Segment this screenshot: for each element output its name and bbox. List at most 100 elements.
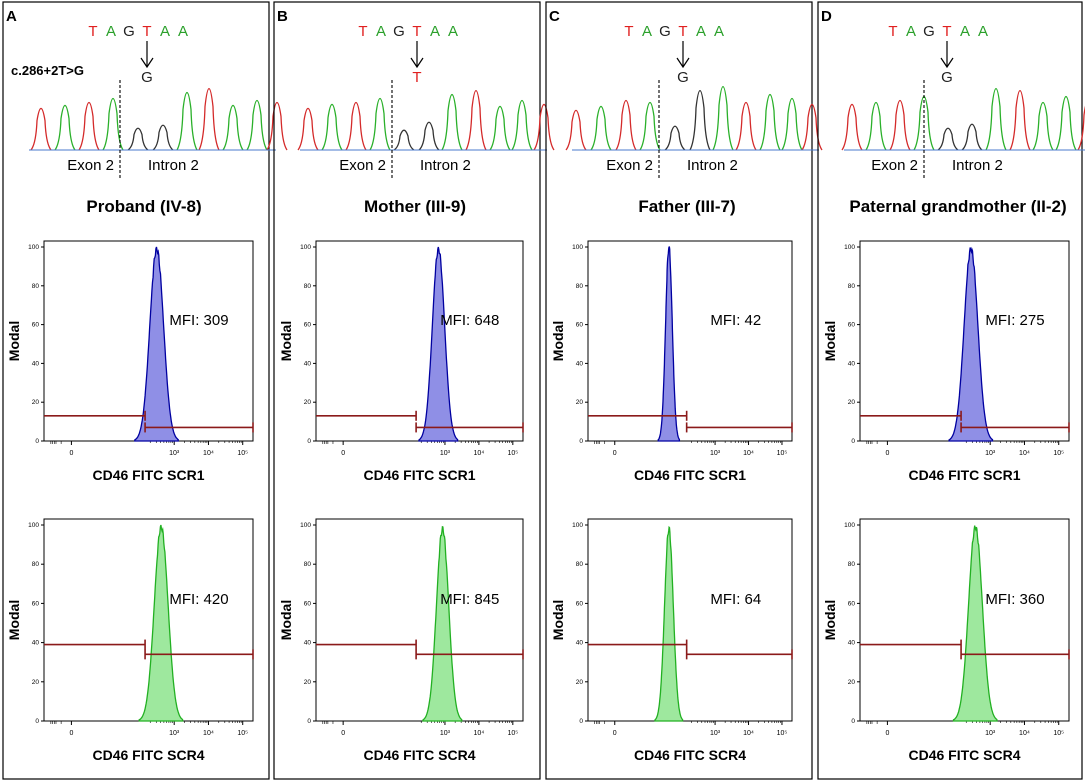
x-axis-label: CD46 FITC SCR4 — [634, 747, 746, 763]
x-tick-label: 10⁵ — [237, 450, 248, 457]
y-tick-label: 60 — [304, 600, 312, 607]
y-tick-label: 0 — [851, 718, 855, 725]
chromatogram-peak — [176, 91, 198, 151]
sequence-base: A — [448, 23, 458, 40]
y-tick-label: 0 — [35, 718, 39, 725]
sequence-base: T — [412, 23, 421, 40]
mfi-label: MFI: 309 — [169, 312, 228, 329]
x-tick-label: 10⁵ — [507, 450, 518, 457]
histogram-distribution — [134, 246, 179, 442]
y-tick-label: 80 — [32, 283, 40, 290]
y-axis-label: Modal — [278, 600, 294, 640]
y-tick-label: 40 — [576, 360, 584, 367]
panel-letter: C — [549, 8, 560, 25]
mutation-label: c.286+2T>G — [11, 63, 84, 78]
y-tick-label: 100 — [300, 244, 311, 251]
chromatogram-peak — [689, 89, 711, 151]
chromatogram-peak — [441, 93, 463, 151]
x-axis-label: CD46 FITC SCR4 — [908, 747, 1020, 763]
x-tick-label: 0 — [341, 730, 345, 737]
sequence-base: A — [978, 23, 988, 40]
mfi-label: MFI: 275 — [985, 312, 1044, 329]
histogram-distribution — [952, 525, 998, 722]
chromatogram-peak — [418, 121, 440, 151]
y-tick-label: 40 — [576, 640, 584, 647]
sequence-base: A — [714, 23, 724, 40]
mutant-base: G — [141, 69, 153, 86]
chromatogram-peak — [1055, 95, 1077, 151]
histogram-distribution — [948, 246, 994, 442]
chromatogram-peak — [735, 101, 757, 151]
chromatogram — [841, 87, 1085, 151]
y-tick-label: 100 — [572, 244, 583, 251]
x-tick-label: 0 — [69, 730, 73, 737]
panel-frame — [817, 1, 1083, 780]
mutant-base: G — [941, 69, 953, 86]
y-tick-label: 60 — [576, 600, 584, 607]
x-tick-label: 0 — [885, 450, 889, 457]
chromatogram-peak — [985, 87, 1007, 151]
y-axis-label: Modal — [6, 321, 22, 361]
sequence-base: A — [696, 23, 706, 40]
plot-frame — [587, 240, 793, 442]
x-tick-label: 10⁴ — [473, 450, 484, 457]
chromatogram-peak — [465, 89, 487, 151]
chromatogram-peak — [102, 97, 124, 151]
y-tick-label: 20 — [848, 399, 856, 406]
x-tick-label: 10⁴ — [1019, 730, 1030, 737]
y-tick-label: 20 — [304, 399, 312, 406]
chromatogram — [297, 89, 555, 151]
x-tick-label: 0 — [613, 450, 617, 457]
subject-title: Proband (IV-8) — [86, 197, 201, 216]
intron-label: Intron 2 — [420, 157, 471, 174]
y-tick-label: 100 — [844, 522, 855, 529]
mutation-arrow-head — [940, 57, 954, 69]
y-tick-label: 80 — [576, 283, 584, 290]
chromatogram-peak — [759, 93, 781, 151]
sequence-base: G — [123, 23, 135, 40]
y-tick-label: 80 — [576, 561, 584, 568]
y-axis-label: Modal — [550, 600, 566, 640]
x-axis-label: CD46 FITC SCR4 — [92, 747, 204, 763]
x-tick-label: 10⁵ — [777, 450, 788, 457]
x-tick-label: 10⁵ — [777, 730, 788, 737]
histogram-distribution — [138, 524, 184, 722]
x-tick-label: 10³ — [985, 450, 996, 457]
sequence-base: T — [88, 23, 97, 40]
y-axis-label: Modal — [550, 321, 566, 361]
y-tick-label: 100 — [28, 244, 39, 251]
y-tick-label: 20 — [576, 399, 584, 406]
chromatogram-peak — [937, 127, 959, 151]
histogram-b-scr4: 0 20 40 60 80 100 Modal 0 10³ 10⁴ 10⁵ CD46 FITC SCR… — [278, 518, 524, 763]
sequence-base: T — [678, 23, 687, 40]
y-tick-label: 80 — [304, 283, 312, 290]
y-tick-label: 80 — [32, 561, 40, 568]
y-axis-label: Modal — [6, 600, 22, 640]
chromatogram-peak — [222, 104, 244, 151]
y-tick-label: 40 — [32, 640, 40, 647]
chromatogram-peak — [127, 127, 149, 151]
x-tick-label: 0 — [613, 730, 617, 737]
sequence-base: T — [142, 23, 151, 40]
mutation-arrow-head — [140, 57, 154, 69]
y-tick-label: 100 — [572, 522, 583, 529]
chromatogram-peak — [639, 101, 661, 151]
y-tick-label: 40 — [848, 360, 856, 367]
chromatogram-peak — [712, 85, 734, 151]
x-axis-label: CD46 FITC SCR1 — [908, 467, 1020, 483]
mutation-arrow-head — [410, 57, 424, 69]
panel-frame — [2, 1, 270, 780]
x-axis-label: CD46 FITC SCR1 — [363, 467, 475, 483]
x-tick-label: 10⁴ — [743, 730, 754, 737]
y-tick-label: 0 — [579, 438, 583, 445]
chromatogram-peak — [30, 107, 52, 151]
mfi-label: MFI: 360 — [985, 591, 1044, 608]
chromatogram — [29, 87, 288, 151]
x-tick-label: 0 — [341, 450, 345, 457]
y-tick-label: 20 — [576, 679, 584, 686]
histogram-b-scr1: 0 20 40 60 80 100 Modal 0 10³ 10⁴ 10⁵ CD46 FITC SCR… — [278, 240, 524, 483]
y-tick-label: 40 — [32, 360, 40, 367]
sequence-base: A — [960, 23, 970, 40]
x-tick-label: 10³ — [440, 730, 451, 737]
